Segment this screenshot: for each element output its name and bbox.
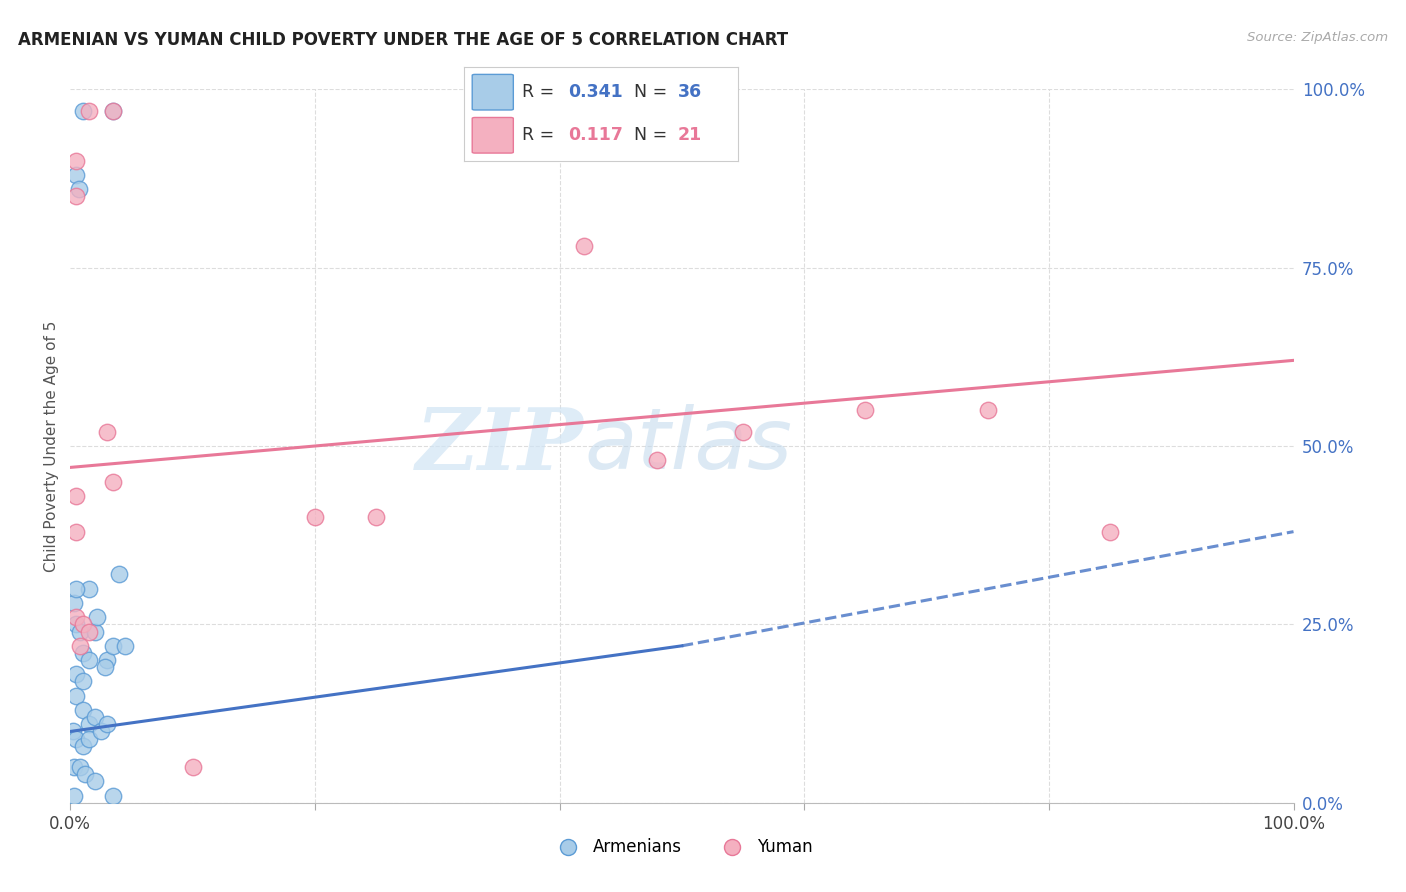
Point <box>1099 524 1122 539</box>
Point <box>65 168 87 182</box>
Text: ARMENIAN VS YUMAN CHILD POVERTY UNDER THE AGE OF 5 CORRELATION CHART: ARMENIAN VS YUMAN CHILD POVERTY UNDER TH… <box>18 31 789 49</box>
Point <box>65 153 87 168</box>
Point <box>366 510 388 524</box>
Text: Source: ZipAtlas.com: Source: ZipAtlas.com <box>1247 31 1388 45</box>
Point <box>65 667 87 681</box>
Point <box>90 724 112 739</box>
Point <box>77 717 100 731</box>
Point <box>62 724 84 739</box>
Point <box>67 182 90 196</box>
Text: R =: R = <box>522 83 554 101</box>
Point <box>101 103 124 118</box>
Point <box>93 660 115 674</box>
Point <box>855 403 877 417</box>
Point <box>65 689 87 703</box>
Point <box>96 653 118 667</box>
Point <box>96 717 118 731</box>
Point <box>69 760 91 774</box>
Point <box>72 739 94 753</box>
Point <box>86 610 108 624</box>
Point <box>65 617 87 632</box>
Point <box>65 524 87 539</box>
Point <box>77 624 100 639</box>
Point <box>101 789 124 803</box>
Text: N =: N = <box>634 83 668 101</box>
Point <box>77 103 100 118</box>
Point <box>101 103 124 118</box>
Point <box>72 703 94 717</box>
FancyBboxPatch shape <box>472 118 513 153</box>
Point <box>65 189 87 203</box>
Text: 36: 36 <box>678 83 702 101</box>
Point <box>976 403 998 417</box>
Point <box>733 425 755 439</box>
FancyBboxPatch shape <box>472 74 513 110</box>
Text: R =: R = <box>522 127 554 145</box>
Point <box>69 639 91 653</box>
Point <box>63 789 86 803</box>
Point <box>69 624 91 639</box>
Point <box>101 475 124 489</box>
Point <box>181 760 204 774</box>
Point <box>77 582 100 596</box>
Point <box>77 731 100 746</box>
Legend: Armenians, Yuman: Armenians, Yuman <box>544 831 820 863</box>
Point <box>65 610 87 624</box>
Point <box>65 582 87 596</box>
Point <box>77 653 100 667</box>
Point <box>72 646 94 660</box>
Point <box>647 453 669 467</box>
Point <box>96 425 118 439</box>
Text: ZIP: ZIP <box>416 404 583 488</box>
Point <box>572 239 595 253</box>
Point <box>63 760 86 774</box>
Point <box>73 767 96 781</box>
Point <box>63 596 86 610</box>
Text: atlas: atlas <box>583 404 792 488</box>
Text: N =: N = <box>634 127 668 145</box>
Point <box>83 710 105 724</box>
Point <box>65 731 87 746</box>
Point <box>108 567 131 582</box>
Point <box>304 510 326 524</box>
Text: 0.341: 0.341 <box>568 83 623 101</box>
Point <box>72 674 94 689</box>
Point <box>65 489 87 503</box>
Point <box>101 639 124 653</box>
Point <box>114 639 136 653</box>
Point <box>72 103 94 118</box>
Text: 21: 21 <box>678 127 702 145</box>
Point <box>72 617 94 632</box>
Text: 0.117: 0.117 <box>568 127 623 145</box>
Point <box>83 774 105 789</box>
Y-axis label: Child Poverty Under the Age of 5: Child Poverty Under the Age of 5 <box>44 320 59 572</box>
Point <box>83 624 105 639</box>
